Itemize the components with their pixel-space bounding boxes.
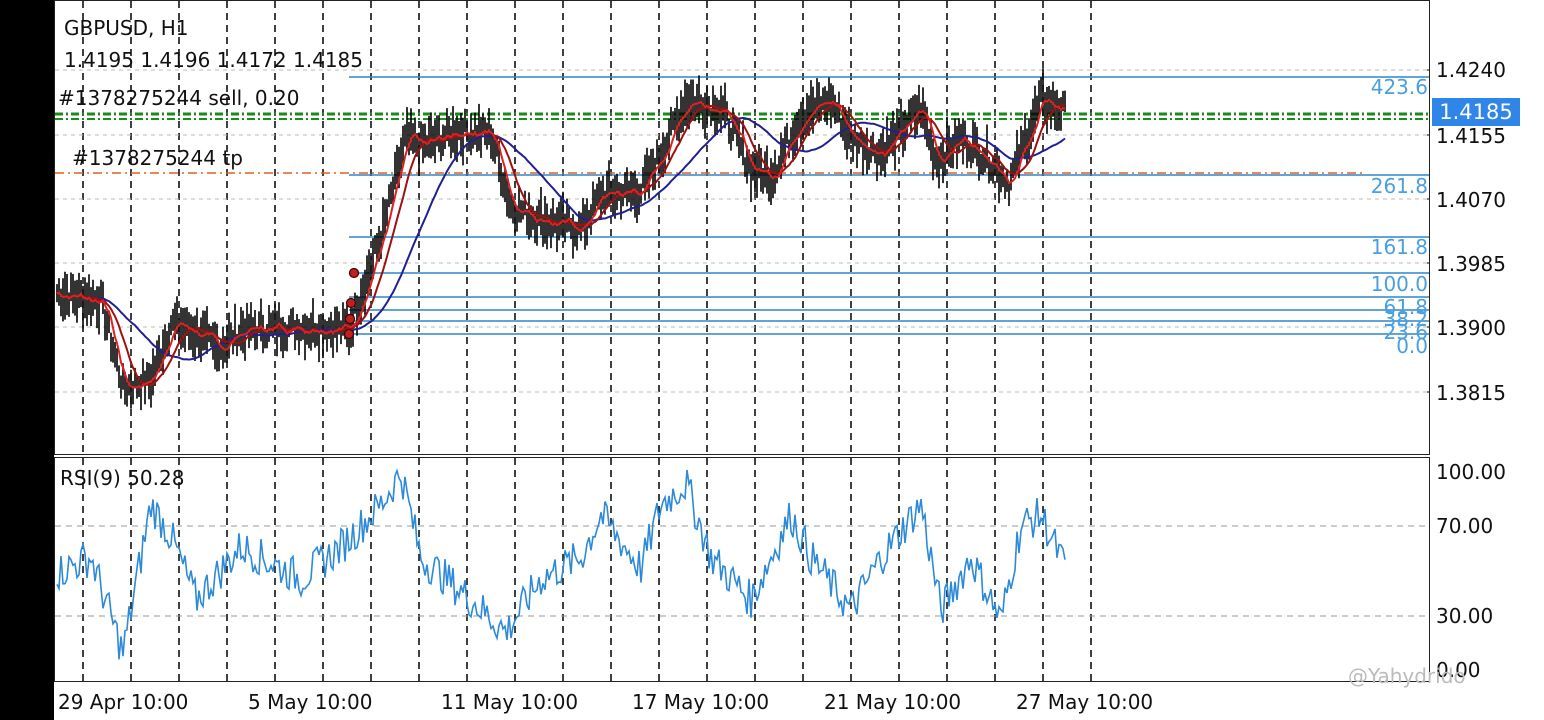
fibo-anchor-point <box>343 328 355 340</box>
rsi-tick: 30.00 <box>1436 604 1494 628</box>
fibo-label: 0.0 <box>1396 334 1428 358</box>
ma-fast-line <box>56 98 1066 389</box>
rsi-line <box>56 468 1066 660</box>
rsi-tick: 100.00 <box>1436 460 1506 484</box>
time-label: 11 May 10:00 <box>441 690 579 714</box>
fibo-anchor-point <box>345 297 357 309</box>
fibo-label: 100.0 <box>1370 272 1428 296</box>
rsi-tick: 0.00 <box>1436 658 1481 682</box>
current-price-badge: 1.4185 <box>1432 98 1520 126</box>
price-tick: 1.4240 <box>1436 58 1506 82</box>
sell-order-label: #1378275244 sell, 0.20 <box>58 86 300 110</box>
time-label: 17 May 10:00 <box>632 690 770 714</box>
rsi-label: RSI(9) 50.28 <box>60 466 185 490</box>
rsi-panel[interactable] <box>54 457 1430 682</box>
time-label: 29 Apr 10:00 <box>58 690 189 714</box>
rsi-chart-svg <box>55 458 1429 681</box>
price-tick: 1.3900 <box>1436 316 1506 340</box>
symbol-title: GBPUSD, H1 <box>64 16 189 40</box>
time-label: 5 May 10:00 <box>248 690 373 714</box>
time-label: 21 May 10:00 <box>824 690 962 714</box>
price-tick: 1.3815 <box>1436 381 1506 405</box>
watermark: @Yahydrido <box>1348 664 1466 688</box>
take-profit-label: #1378275244 tp <box>72 146 243 170</box>
left-edge-bar <box>0 0 54 720</box>
fibo-label: 261.8 <box>1370 174 1428 198</box>
fibo-label: 423.6 <box>1370 75 1428 99</box>
fibo-label: 38.2 <box>1383 307 1428 331</box>
fibo-label: 23.6 <box>1383 320 1428 344</box>
ohlc-values: 1.4195 1.4196 1.4172 1.4185 <box>64 48 363 72</box>
price-tick: 1.4070 <box>1436 188 1506 212</box>
price-chart-svg <box>55 1 1429 454</box>
time-label: 27 May 10:00 <box>1016 690 1154 714</box>
fibo-anchor-point <box>344 313 356 325</box>
fibo-anchor-point <box>348 267 360 279</box>
price-tick: 1.4155 <box>1436 124 1506 148</box>
fibo-label: 61.8 <box>1383 295 1428 319</box>
fibo-label: 161.8 <box>1370 235 1428 259</box>
price-chart-panel[interactable] <box>54 0 1430 455</box>
price-tick: 1.3985 <box>1436 252 1506 276</box>
rsi-tick: 70.00 <box>1436 514 1494 538</box>
